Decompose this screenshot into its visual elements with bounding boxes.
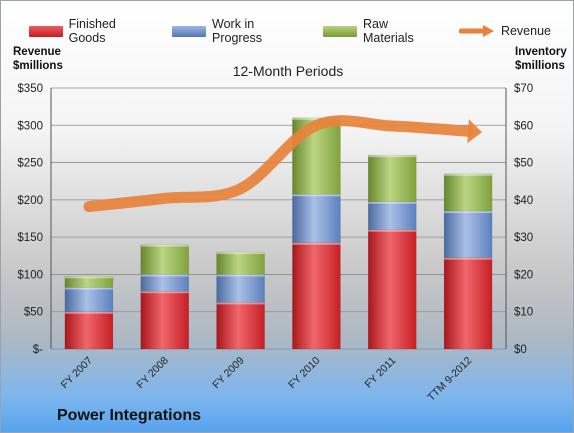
right-tick-label: $50 xyxy=(514,158,533,170)
bar-segment-raw-materials xyxy=(140,244,189,275)
bar-segment-raw-materials-highlight xyxy=(368,155,417,158)
bar-segment-raw-materials xyxy=(216,251,265,275)
bar-segment-raw-materials xyxy=(368,154,417,202)
right-tick-label: $20 xyxy=(514,269,533,281)
bar-segment-finished-goods-highlight xyxy=(368,229,417,232)
bar-segment-work-in-progress-highlight xyxy=(140,274,189,277)
revenue-line xyxy=(83,115,474,213)
bar-segment-work-in-progress-highlight xyxy=(64,287,113,290)
legend-label: Raw Materials xyxy=(363,17,414,45)
bar-segment-work-in-progress xyxy=(443,210,493,258)
legend-arrow-icon xyxy=(458,25,494,37)
bar-segment-raw-materials xyxy=(64,276,114,288)
category-label: TTM 9-2012 xyxy=(425,355,474,404)
bar-segment-finished-goods-highlight xyxy=(64,311,113,314)
bar-segment-finished-goods xyxy=(64,311,114,350)
legend-item-work-in-progress: Work in Progress xyxy=(172,17,301,45)
left-tick-label: $100 xyxy=(17,269,43,281)
bar-segment-raw-materials xyxy=(443,173,493,212)
left-tick-label: $300 xyxy=(17,120,43,132)
company-name: Power Integrations xyxy=(57,407,202,424)
category-label: FY 2011 xyxy=(362,355,398,391)
left-tick-label: $50 xyxy=(24,307,43,319)
legend-label: Work in Progress xyxy=(212,17,263,45)
left-tick-label: $350 xyxy=(17,83,43,95)
legend-swatch-raw-materials xyxy=(323,25,357,37)
bar-segment-work-in-progress-highlight xyxy=(216,274,265,277)
legend-label: Revenue xyxy=(500,24,551,38)
bar-segment-finished-goods-highlight xyxy=(444,257,493,260)
revenue-arrowhead xyxy=(467,119,483,144)
legend: Finished Goods Work in Progress Raw Mate… xyxy=(29,17,573,45)
category-label: FY 2009 xyxy=(210,355,247,392)
legend-item-raw-materials: Raw Materials xyxy=(323,17,437,45)
legend-swatch-work-in-progress xyxy=(172,25,207,37)
bar-segment-finished-goods-highlight xyxy=(216,302,265,305)
left-axis-title: Revenue $millions xyxy=(13,46,63,72)
bar-segment-raw-materials-highlight xyxy=(444,173,493,176)
left-tick-label: $200 xyxy=(17,195,43,207)
right-tick-label: $70 xyxy=(514,83,533,95)
bar-segment-finished-goods-highlight xyxy=(140,291,189,294)
category-label: FY 2008 xyxy=(134,355,171,392)
category-label: FY 2010 xyxy=(286,355,323,392)
legend-label: Finished Goods xyxy=(68,17,116,45)
chart-title: 12-Month Periods xyxy=(232,63,344,79)
left-tick-label: $- xyxy=(33,344,43,356)
bar-segment-raw-materials-highlight xyxy=(64,276,113,279)
right-tick-label: $10 xyxy=(514,307,533,319)
bar-segment-work-in-progress-highlight xyxy=(292,194,341,197)
right-axis-title: Inventory $millions xyxy=(515,46,567,72)
left-tick-label: $250 xyxy=(17,158,43,170)
bar-segment-raw-materials-highlight xyxy=(216,252,265,255)
bar-segment-finished-goods xyxy=(216,302,265,350)
bar-segment-work-in-progress-highlight xyxy=(368,201,417,204)
bar-segment-finished-goods xyxy=(292,242,341,350)
bar-segment-finished-goods xyxy=(140,290,189,350)
bar-segment-work-in-progress xyxy=(216,274,265,303)
bar-segment-raw-materials-highlight xyxy=(140,244,189,247)
right-tick-label: $60 xyxy=(514,120,533,132)
bar-segment-work-in-progress xyxy=(64,287,114,312)
bar-segment-work-in-progress xyxy=(140,274,189,292)
bar-segment-finished-goods xyxy=(368,229,417,350)
left-tick-label: $150 xyxy=(17,232,43,244)
bar-segment-work-in-progress xyxy=(368,201,417,230)
bar-segment-finished-goods-highlight xyxy=(292,242,341,245)
bar-segment-work-in-progress xyxy=(292,194,341,243)
legend-swatch-finished-goods xyxy=(29,25,63,37)
right-tick-label: $40 xyxy=(514,195,533,207)
bar-segment-work-in-progress-highlight xyxy=(444,211,493,214)
right-tick-label: $30 xyxy=(514,232,533,244)
bar-segment-finished-goods xyxy=(443,257,493,350)
right-tick-label: $0 xyxy=(514,344,527,356)
category-label: FY 2007 xyxy=(59,355,96,392)
legend-item-finished-goods: Finished Goods xyxy=(29,17,150,45)
bar-segment-raw-materials-highlight xyxy=(292,117,341,120)
legend-item-revenue: Revenue xyxy=(458,17,551,45)
